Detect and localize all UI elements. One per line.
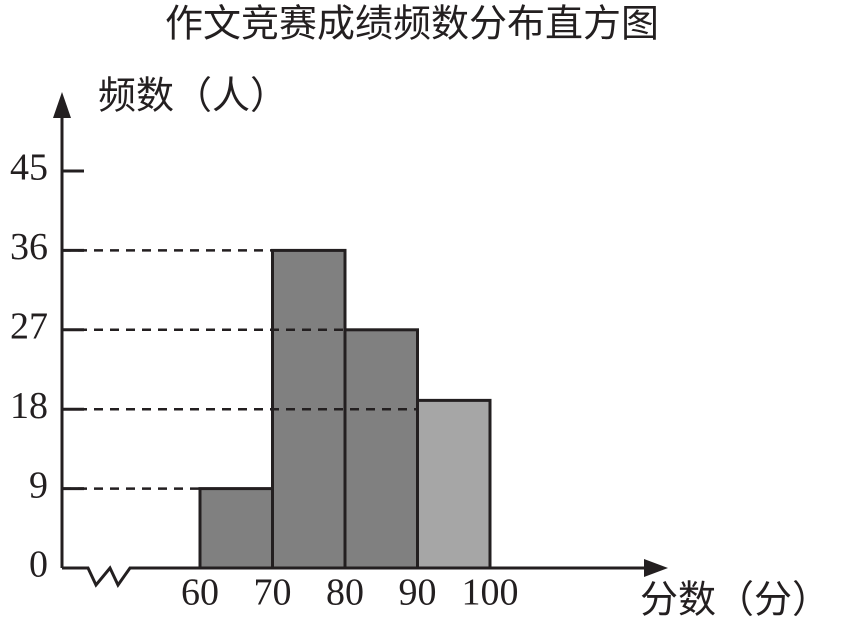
- bar: [416, 398, 492, 570]
- chart-title: 作文竞赛成绩频数分布直方图: [165, 4, 659, 46]
- y-tick-label: 9: [29, 464, 48, 506]
- bar: [343, 328, 419, 570]
- y-arrow: [53, 92, 71, 118]
- x-tick-label: 70: [254, 572, 292, 614]
- x-tick-label: 80: [326, 572, 364, 614]
- x-tick-label: 100: [462, 572, 519, 614]
- x-axis: [62, 565, 650, 588]
- y-axis-label: 频数（人）: [98, 76, 288, 118]
- bar: [198, 487, 274, 570]
- y-tick-label: 27: [10, 306, 48, 348]
- x-arrow: [644, 559, 668, 577]
- y-tick-label: 36: [10, 226, 48, 268]
- y-tick-label: 18: [10, 385, 48, 427]
- y-tick-label: 0: [29, 544, 48, 586]
- axes: [53, 92, 668, 588]
- y-tick-label: 45: [10, 147, 48, 189]
- x-tick-label: 60: [181, 572, 219, 614]
- x-tick-label: 90: [399, 572, 437, 614]
- x-axis-label: 分数（分）: [640, 580, 830, 622]
